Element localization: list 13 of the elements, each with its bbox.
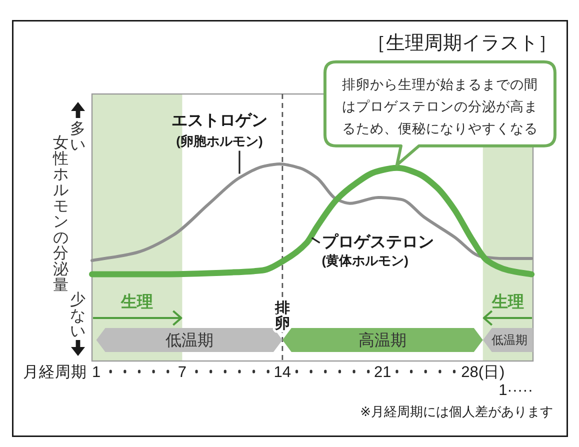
x-tick-label: 28(日) — [461, 364, 505, 381]
annotation: 少ない — [70, 292, 86, 340]
annotation: ※月経周期には個人差があります — [360, 404, 553, 419]
x-tick-label: 7 — [178, 364, 187, 381]
annotation: 1····· — [498, 382, 533, 399]
ylabel: 女性ホルモンの分泌量 — [53, 134, 69, 294]
xlabel: 月経周期 — [23, 364, 87, 381]
annotation: 排卵から生理が始まるまでの間はプロゲステロンの分泌が高まるため、便秘になりやすくなる — [342, 76, 538, 136]
x-tick-label: 21 — [374, 364, 392, 381]
annotation: 多い — [70, 120, 86, 154]
x-tick-label: 14 — [274, 364, 292, 381]
title: ［生理周期イラスト］ — [367, 33, 557, 54]
x-tick-label: 1 — [92, 364, 101, 381]
